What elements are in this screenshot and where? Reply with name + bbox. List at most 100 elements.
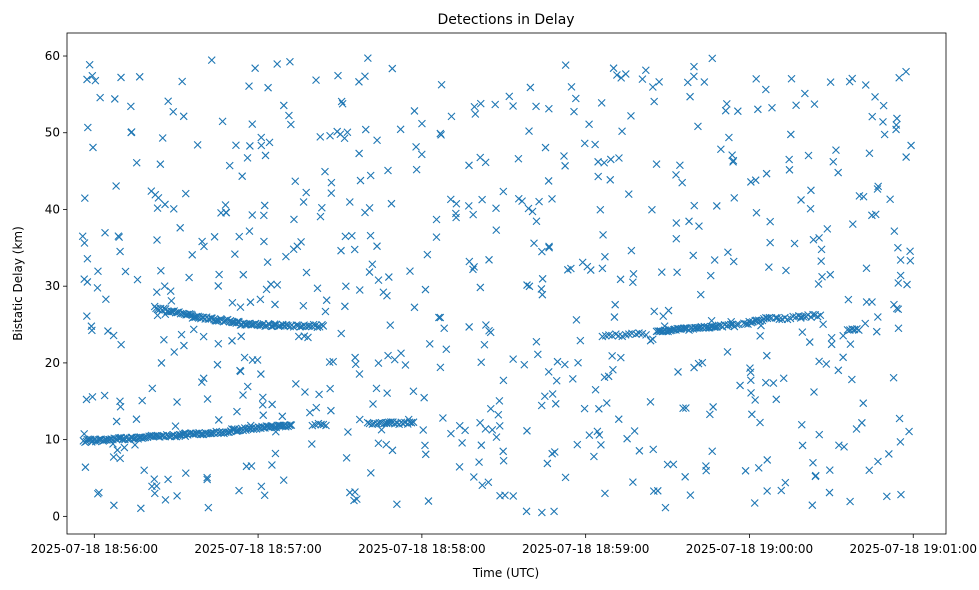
track-point (227, 425, 236, 433)
data-point (895, 73, 904, 82)
data-point (126, 102, 135, 111)
data-point (815, 357, 824, 366)
data-point (291, 380, 300, 388)
data-point (689, 72, 698, 81)
data-point (421, 285, 430, 294)
data-point (694, 122, 702, 131)
data-point (741, 466, 750, 475)
data-point (764, 263, 773, 272)
data-point (285, 111, 293, 120)
y-tick-label: 10 (45, 433, 60, 447)
data-point (150, 489, 159, 498)
data-point (87, 322, 96, 331)
data-point (214, 282, 223, 290)
data-point (374, 276, 383, 284)
data-point (94, 267, 102, 276)
track-point (191, 429, 200, 438)
data-point (902, 67, 910, 76)
data-point (540, 392, 549, 401)
data-point (215, 270, 224, 279)
data-point (465, 323, 474, 331)
data-point (210, 232, 219, 241)
data-point (366, 231, 375, 240)
data-point (344, 428, 352, 436)
data-point (652, 160, 661, 169)
data-point (689, 251, 698, 260)
data-point (896, 256, 905, 264)
data-point (116, 454, 125, 463)
data-point (273, 60, 282, 68)
data-point (179, 112, 188, 121)
data-point (80, 429, 89, 438)
data-point (203, 395, 212, 403)
data-point (112, 182, 121, 190)
data-point (268, 400, 277, 409)
x-tick-label: 2025-07-18 19:00:00 (686, 542, 813, 556)
data-point (524, 204, 533, 213)
data-point (372, 384, 381, 393)
data-point (160, 282, 169, 291)
track-point (854, 326, 863, 334)
data-point (157, 359, 166, 367)
data-point (341, 282, 350, 291)
track-point (105, 435, 114, 444)
data-point (261, 151, 270, 160)
data-point (615, 154, 623, 162)
data-point (347, 231, 356, 240)
data-point (93, 283, 102, 292)
data-point (826, 78, 835, 86)
data-point (417, 150, 426, 159)
data-point (766, 238, 775, 247)
data-point (591, 140, 599, 149)
data-point (894, 279, 903, 287)
track-point (274, 322, 283, 331)
data-point (161, 200, 169, 209)
data-point (278, 412, 287, 421)
data-point (181, 189, 190, 198)
data-point (880, 130, 889, 139)
data-point (608, 352, 617, 360)
data-point (419, 426, 428, 434)
data-point (566, 264, 575, 273)
data-point (594, 157, 602, 166)
data-point (708, 447, 717, 456)
data-point (104, 327, 112, 335)
data-point (225, 161, 234, 170)
data-point (672, 234, 681, 243)
data-point (756, 418, 764, 427)
track-point (308, 421, 317, 430)
data-point (83, 75, 91, 84)
plot-frame (66, 32, 947, 535)
data-point (321, 307, 330, 316)
data-point (552, 376, 561, 385)
data-point (879, 117, 887, 126)
data-point (259, 411, 268, 420)
data-point (906, 256, 915, 265)
data-point (862, 264, 871, 273)
data-point (440, 324, 449, 333)
data-point (848, 220, 857, 228)
data-point (232, 141, 240, 150)
data-point (681, 472, 690, 481)
data-point (240, 353, 249, 362)
data-point (221, 201, 230, 209)
data-point (672, 171, 680, 179)
track-point (773, 314, 782, 322)
data-point (817, 257, 826, 266)
data-point (673, 268, 681, 277)
data-point (762, 351, 771, 360)
data-point (706, 271, 715, 280)
data-point (852, 425, 861, 433)
data-point (228, 298, 237, 307)
data-point (810, 100, 819, 109)
track-point (173, 431, 182, 440)
data-point (896, 271, 905, 280)
track-point (409, 418, 418, 427)
data-point (762, 169, 771, 178)
data-point (496, 491, 504, 500)
data-point (544, 177, 553, 185)
data-point (263, 258, 272, 266)
data-point (181, 469, 190, 478)
data-point (113, 446, 122, 454)
data-point (708, 54, 717, 63)
